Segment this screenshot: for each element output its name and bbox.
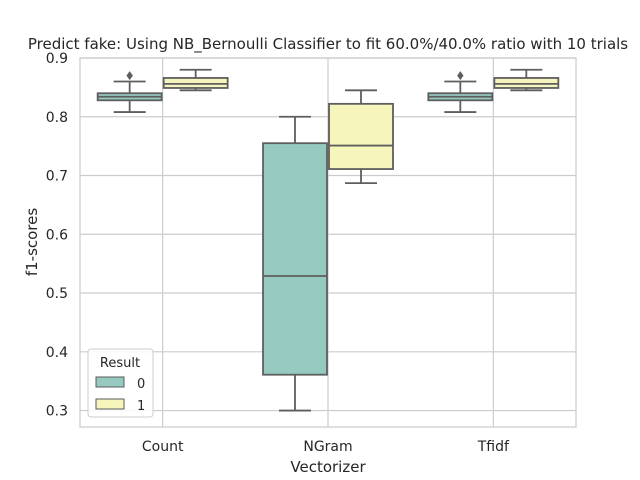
- x-tick-label: Count: [142, 439, 184, 455]
- y-axis-ticks: 0.3 0.4 0.5 0.6 0.7 0.8 0.9: [46, 51, 68, 420]
- x-tick-label: Tfidf: [477, 439, 510, 455]
- outlier-point: [457, 71, 464, 81]
- x-axis-title: Vectorizer: [290, 458, 366, 476]
- box-body: [262, 142, 328, 376]
- legend-title: Result: [100, 356, 140, 371]
- box-body: [328, 102, 394, 170]
- legend-swatch-1: [95, 398, 125, 410]
- chart-title: Predict fake: Using NB_Bernoulli Classif…: [28, 35, 628, 54]
- box-plot-0-ngram: [262, 115, 328, 412]
- y-tick-label: 0.9: [46, 51, 68, 67]
- box-plot-0-count: [96, 71, 163, 113]
- y-tick-label: 0.6: [46, 227, 68, 243]
- outlier-point: [126, 71, 133, 81]
- legend-swatch-0: [95, 376, 125, 388]
- y-tick-label: 0.3: [46, 404, 68, 420]
- y-tick-label: 0.7: [46, 169, 68, 185]
- x-axis-ticks: Count NGram Tfidf: [142, 439, 510, 455]
- y-tick-label: 0.5: [46, 286, 68, 302]
- y-tick-label: 0.4: [46, 345, 68, 361]
- legend-label-1: 1: [137, 399, 145, 414]
- box-plot-0-tfidf: [427, 71, 494, 113]
- legend: Result 0 1: [87, 348, 154, 418]
- box-plots: [96, 68, 560, 412]
- legend-label-0: 0: [137, 377, 145, 392]
- box-plot-1-ngram: [328, 89, 394, 185]
- grid-lines: [80, 57, 576, 427]
- box-plot-1-tfidf: [493, 68, 560, 92]
- plot-frame: [79, 57, 577, 428]
- y-axis-title: f1-scores: [23, 208, 41, 277]
- x-tick-label: NGram: [303, 439, 352, 455]
- y-tick-label: 0.8: [46, 110, 68, 126]
- box-plot-1-count: [162, 68, 229, 92]
